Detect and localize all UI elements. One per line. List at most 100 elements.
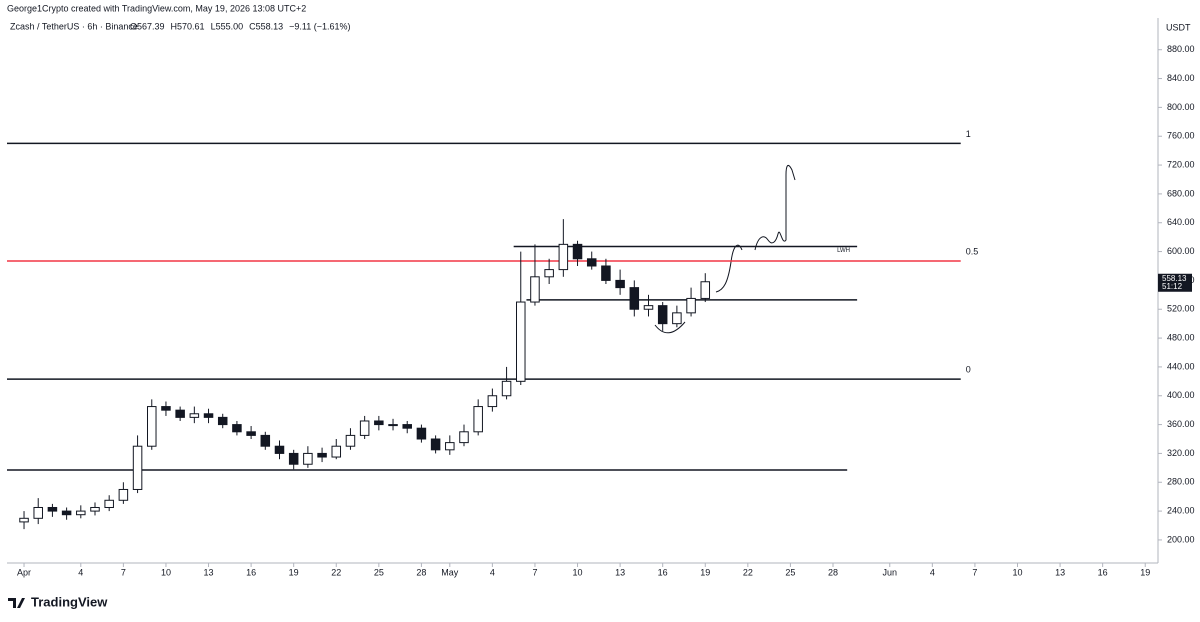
- ohlc-value: C558.13: [249, 21, 283, 31]
- candle-body: [672, 312, 682, 325]
- candle-body: [274, 445, 285, 454]
- x-tick-label: 25: [785, 567, 795, 577]
- candle-body: [132, 445, 143, 490]
- x-tick-label: 7: [972, 567, 977, 577]
- x-tick-label: Apr: [17, 567, 31, 577]
- candle-body: [217, 416, 228, 426]
- y-tick-label: 880.00: [1167, 44, 1195, 54]
- x-tick-label: 28: [416, 567, 426, 577]
- candle-body: [47, 506, 58, 512]
- y-tick-label: 320.00: [1167, 448, 1195, 458]
- candle-body: [33, 506, 43, 519]
- level-label: 0.5: [966, 246, 979, 256]
- candle-body: [572, 243, 583, 260]
- candle-body: [629, 287, 640, 310]
- x-tick-label: 16: [246, 567, 256, 577]
- candle-body: [558, 243, 569, 271]
- x-tick-label: 13: [615, 567, 625, 577]
- y-tick-label: 640.00: [1167, 217, 1195, 227]
- y-tick-label: 840.00: [1167, 73, 1195, 83]
- candle-body: [388, 424, 398, 427]
- ohlc-value: L555.00: [211, 21, 244, 31]
- candle-body: [544, 269, 554, 278]
- y-tick-label: 360.00: [1167, 419, 1195, 429]
- x-tick-label: 10: [161, 567, 171, 577]
- candle-body: [700, 281, 711, 299]
- candle-body: [118, 488, 129, 501]
- logo: TradingView: [8, 594, 108, 609]
- candle-body: [232, 424, 242, 433]
- candle-body: [76, 510, 86, 516]
- candle-body: [445, 442, 455, 451]
- y-tick-label: 760.00: [1167, 131, 1195, 141]
- level-label: LWH: [837, 248, 850, 254]
- x-tick-label: 4: [490, 567, 495, 577]
- logo-text: TradingView: [31, 594, 108, 609]
- candle-body: [586, 258, 597, 267]
- x-tick-label: Jun: [883, 567, 898, 577]
- y-tick-label: 800.00: [1167, 102, 1195, 112]
- y-tick-label: 240.00: [1167, 505, 1195, 515]
- candle-body: [530, 276, 540, 303]
- projection-path: [754, 164, 796, 251]
- candle-body: [459, 431, 469, 444]
- candle-body: [161, 406, 171, 411]
- candles: [19, 219, 711, 530]
- candle-body: [473, 406, 483, 433]
- candle-body: [615, 279, 625, 289]
- x-tick-label: 16: [658, 567, 668, 577]
- candle-body: [189, 413, 200, 418]
- candle-body: [643, 305, 654, 310]
- candle-body: [516, 301, 526, 382]
- candle-body: [19, 517, 29, 523]
- symbol-title: Zcash / TetherUS · 6h · Binance: [10, 21, 138, 31]
- y-tick-label: 720.00: [1167, 159, 1195, 169]
- price-tag-label: 558.13: [1162, 274, 1187, 283]
- x-tick-label: 22: [331, 567, 341, 577]
- x-tick-label: 25: [374, 567, 384, 577]
- candle-body: [501, 380, 512, 397]
- level-label: 1: [966, 129, 971, 139]
- candle-body: [686, 297, 696, 314]
- candle-body: [359, 420, 370, 436]
- candle-body: [260, 434, 271, 447]
- candle-body: [90, 506, 100, 512]
- x-tick-label: 10: [573, 567, 583, 577]
- level-label: 0: [966, 365, 971, 375]
- candle-body: [288, 452, 299, 465]
- y-tick-label: 440.00: [1167, 361, 1195, 371]
- countdown: 51:12: [1162, 282, 1183, 291]
- credit: George1Crypto created with TradingView.c…: [7, 3, 306, 13]
- x-tick-label: 19: [1140, 567, 1150, 577]
- ohlc-value: O567.39: [130, 21, 165, 31]
- x-tick-label: 7: [532, 567, 537, 577]
- price-tag: [1158, 273, 1192, 292]
- x-tick-label: 10: [1012, 567, 1022, 577]
- candle-body: [147, 406, 157, 447]
- candle-body: [601, 265, 611, 281]
- logo-mark: [8, 598, 25, 608]
- x-tick-label: 7: [121, 567, 126, 577]
- candle-body: [487, 395, 498, 408]
- ohlc-value: −9.11 (−1.61%): [289, 21, 350, 31]
- candle-body: [374, 420, 384, 426]
- y-tick-label: 200.00: [1167, 534, 1195, 544]
- x-tick-label: 13: [1055, 567, 1065, 577]
- x-tick-label: 28: [828, 567, 838, 577]
- candle-body: [317, 452, 327, 458]
- x-tick-label: 4: [78, 567, 83, 577]
- candle-body: [345, 434, 356, 447]
- projection: [654, 164, 796, 334]
- candle-body: [303, 452, 313, 465]
- x-tick-label: 22: [743, 567, 753, 577]
- y-tick-label: 280.00: [1167, 477, 1195, 487]
- x-tick-label: 19: [700, 567, 710, 577]
- y-tick-label: 600.00: [1167, 246, 1195, 256]
- candle-body: [402, 424, 412, 429]
- rounded-bottom: [654, 321, 686, 334]
- projection-path: [715, 244, 743, 293]
- candle-body: [246, 431, 256, 436]
- y-tick-label: 480.00: [1167, 332, 1195, 342]
